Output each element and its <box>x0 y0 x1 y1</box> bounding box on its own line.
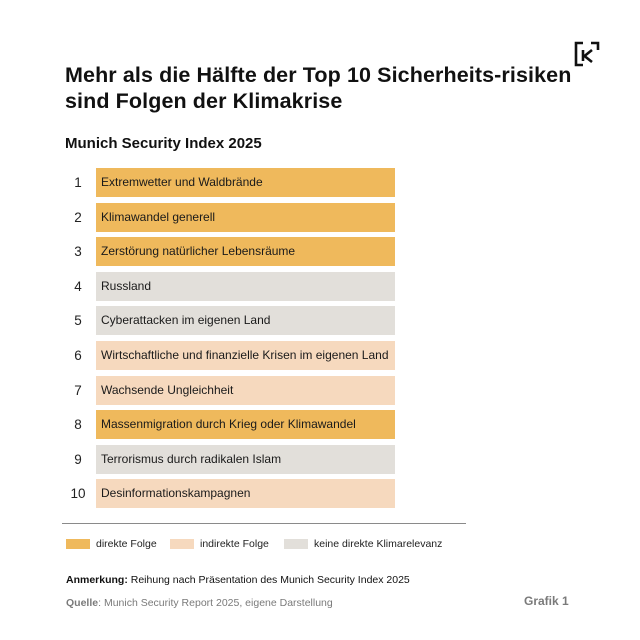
legend-swatch <box>170 539 194 549</box>
note-label: Anmerkung: <box>66 574 128 586</box>
chart-subtitle: Munich Security Index 2025 <box>65 135 262 152</box>
figure-label: Grafik 1 <box>524 594 569 608</box>
source-label: Quelle <box>66 597 99 609</box>
ranking-row: 9 Terrorismus durch radikalen Islam <box>62 444 396 474</box>
divider <box>62 523 466 524</box>
ranking-row: 1 Extremwetter und Waldbrände <box>62 168 396 197</box>
ranking-list: 1 Extremwetter und Waldbrände 2 Klimawandel… <box>62 168 396 514</box>
note-text: Reihung nach Präsentation des Munich Sec… <box>127 574 410 586</box>
ranking-bar: Zerstörung natürlicher Lebensräume <box>96 237 395 267</box>
legend-swatch <box>66 539 90 549</box>
k-corner-logo-icon <box>574 41 600 67</box>
ranking-bar: Extremwetter und Waldbrände <box>96 168 395 197</box>
ranking-bar: Terrorismus durch radikalen Islam <box>96 444 395 474</box>
legend-swatch <box>284 539 308 549</box>
rank-number: 5 <box>74 313 82 329</box>
rank-number: 4 <box>74 278 82 294</box>
source-text: : Munich Security Report 2025, eigene Da… <box>98 597 333 609</box>
ranking-bar: Desinformationskampagnen <box>96 479 395 509</box>
ranking-bar: Wirtschaftliche und finanzielle Krisen i… <box>96 340 395 370</box>
ranking-row: 5 Cyberattacken im eigenen Land <box>62 306 396 336</box>
rank-number: 8 <box>74 417 82 433</box>
rank-number: 3 <box>74 244 82 260</box>
ranking-bar: Massenmigration durch Krieg oder Klimawa… <box>96 410 395 440</box>
ranking-row: 8 Massenmigration durch Krieg oder Klimaw… <box>62 410 396 440</box>
legend-label: indirekte Folge <box>200 538 269 550</box>
ranking-row: 6 Wirtschaftliche und finanzielle Krisen … <box>62 340 396 370</box>
ranking-row: 2 Klimawandel generell <box>62 202 396 232</box>
rank-number: 6 <box>74 347 82 363</box>
legend-label: direkte Folge <box>96 538 157 550</box>
ranking-bar: Klimawandel generell <box>96 202 395 232</box>
ranking-bar: Cyberattacken im eigenen Land <box>96 306 395 336</box>
ranking-row: 7 Wachsende Ungleichheit <box>62 375 396 405</box>
ranking-bar: Russland <box>96 271 395 301</box>
legend-label: keine direkte Klimarelevanz <box>314 538 443 550</box>
rank-number: 10 <box>70 486 86 502</box>
chart-title: Mehr als die Hälfte der Top 10 Sicherhei… <box>65 63 572 113</box>
rank-number: 9 <box>74 451 82 467</box>
rank-number: 2 <box>74 209 82 225</box>
source: Quelle: Munich Security Report 2025, eig… <box>66 597 333 609</box>
ranking-row: 3 Zerstörung natürlicher Lebensräume <box>62 237 396 267</box>
note: Anmerkung: Reihung nach Präsentation des… <box>66 574 410 586</box>
rank-number: 7 <box>74 382 82 398</box>
ranking-row: 10 Desinformationskampagnen <box>62 479 396 509</box>
ranking-row: 4 Russland <box>62 271 396 301</box>
ranking-bar: Wachsende Ungleichheit <box>96 375 395 405</box>
rank-number: 1 <box>74 175 82 190</box>
